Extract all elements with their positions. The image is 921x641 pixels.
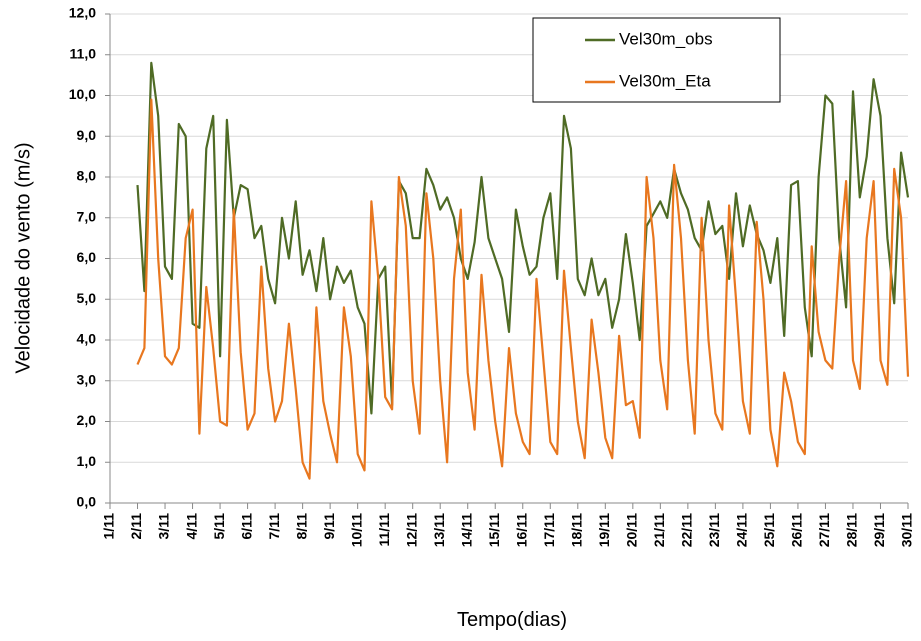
x-tick-label: 9/11 [321,513,337,540]
y-tick-label: 6,0 [77,249,97,265]
x-tick-label: 19/11 [596,513,612,547]
x-tick-label: 17/11 [541,513,557,547]
x-tick-label: 22/11 [679,513,695,547]
x-tick-label: 3/11 [156,513,172,540]
legend-label: Vel30m_obs [619,29,713,48]
x-axis-title: Tempo(dias) [457,609,567,631]
x-tick-label: 8/11 [293,513,309,540]
x-tick-label: 15/11 [486,513,502,547]
y-tick-label: 8,0 [77,168,97,184]
y-tick-label: 1,0 [77,453,97,469]
x-tick-label: 11/11 [376,513,392,547]
y-tick-label: 11,0 [70,45,97,61]
x-tick-label: 25/11 [761,513,777,547]
y-tick-label: 9,0 [77,127,97,143]
x-tick-label: 10/11 [348,513,364,547]
x-tick-label: 28/11 [844,513,860,547]
y-tick-label: 10,0 [69,86,96,102]
y-tick-label: 2,0 [77,412,97,428]
x-tick-label: 18/11 [568,513,584,547]
x-tick-label: 12/11 [403,513,419,547]
x-tick-label: 2/11 [128,513,144,540]
y-tick-label: 4,0 [77,331,97,347]
series-line [136,61,910,415]
x-tick-label: 23/11 [706,513,722,547]
y-tick-label: 5,0 [77,290,97,306]
x-tick-label: 14/11 [458,513,474,547]
y-tick-label: 7,0 [77,208,97,224]
x-tick-label: 1/11 [101,513,117,540]
y-tick-label: 3,0 [77,371,97,387]
x-tick-label: 7/11 [266,513,282,540]
x-tick-label: 5/11 [211,513,227,540]
x-tick-label: 6/11 [238,513,254,540]
x-tick-label: 24/11 [734,513,750,547]
x-tick-label: 27/11 [816,513,832,547]
x-tick-label: 26/11 [789,513,805,547]
legend-box [532,17,781,103]
x-tick-label: 13/11 [431,513,447,547]
x-tick-label: 4/11 [183,513,199,540]
x-tick-label: 20/11 [624,513,640,547]
y-tick-label: 12,0 [69,5,96,21]
y-tick-label: 0,0 [77,494,97,510]
x-tick-label: 21/11 [651,513,667,547]
x-tick-label: 30/11 [899,513,915,547]
legend-label: Vel30m_Eta [619,71,711,90]
y-axis-title: Velocidade do vento (m/s) [12,142,34,373]
x-tick-label: 16/11 [513,513,529,547]
x-tick-label: 29/11 [871,513,887,547]
series-line [136,98,910,480]
